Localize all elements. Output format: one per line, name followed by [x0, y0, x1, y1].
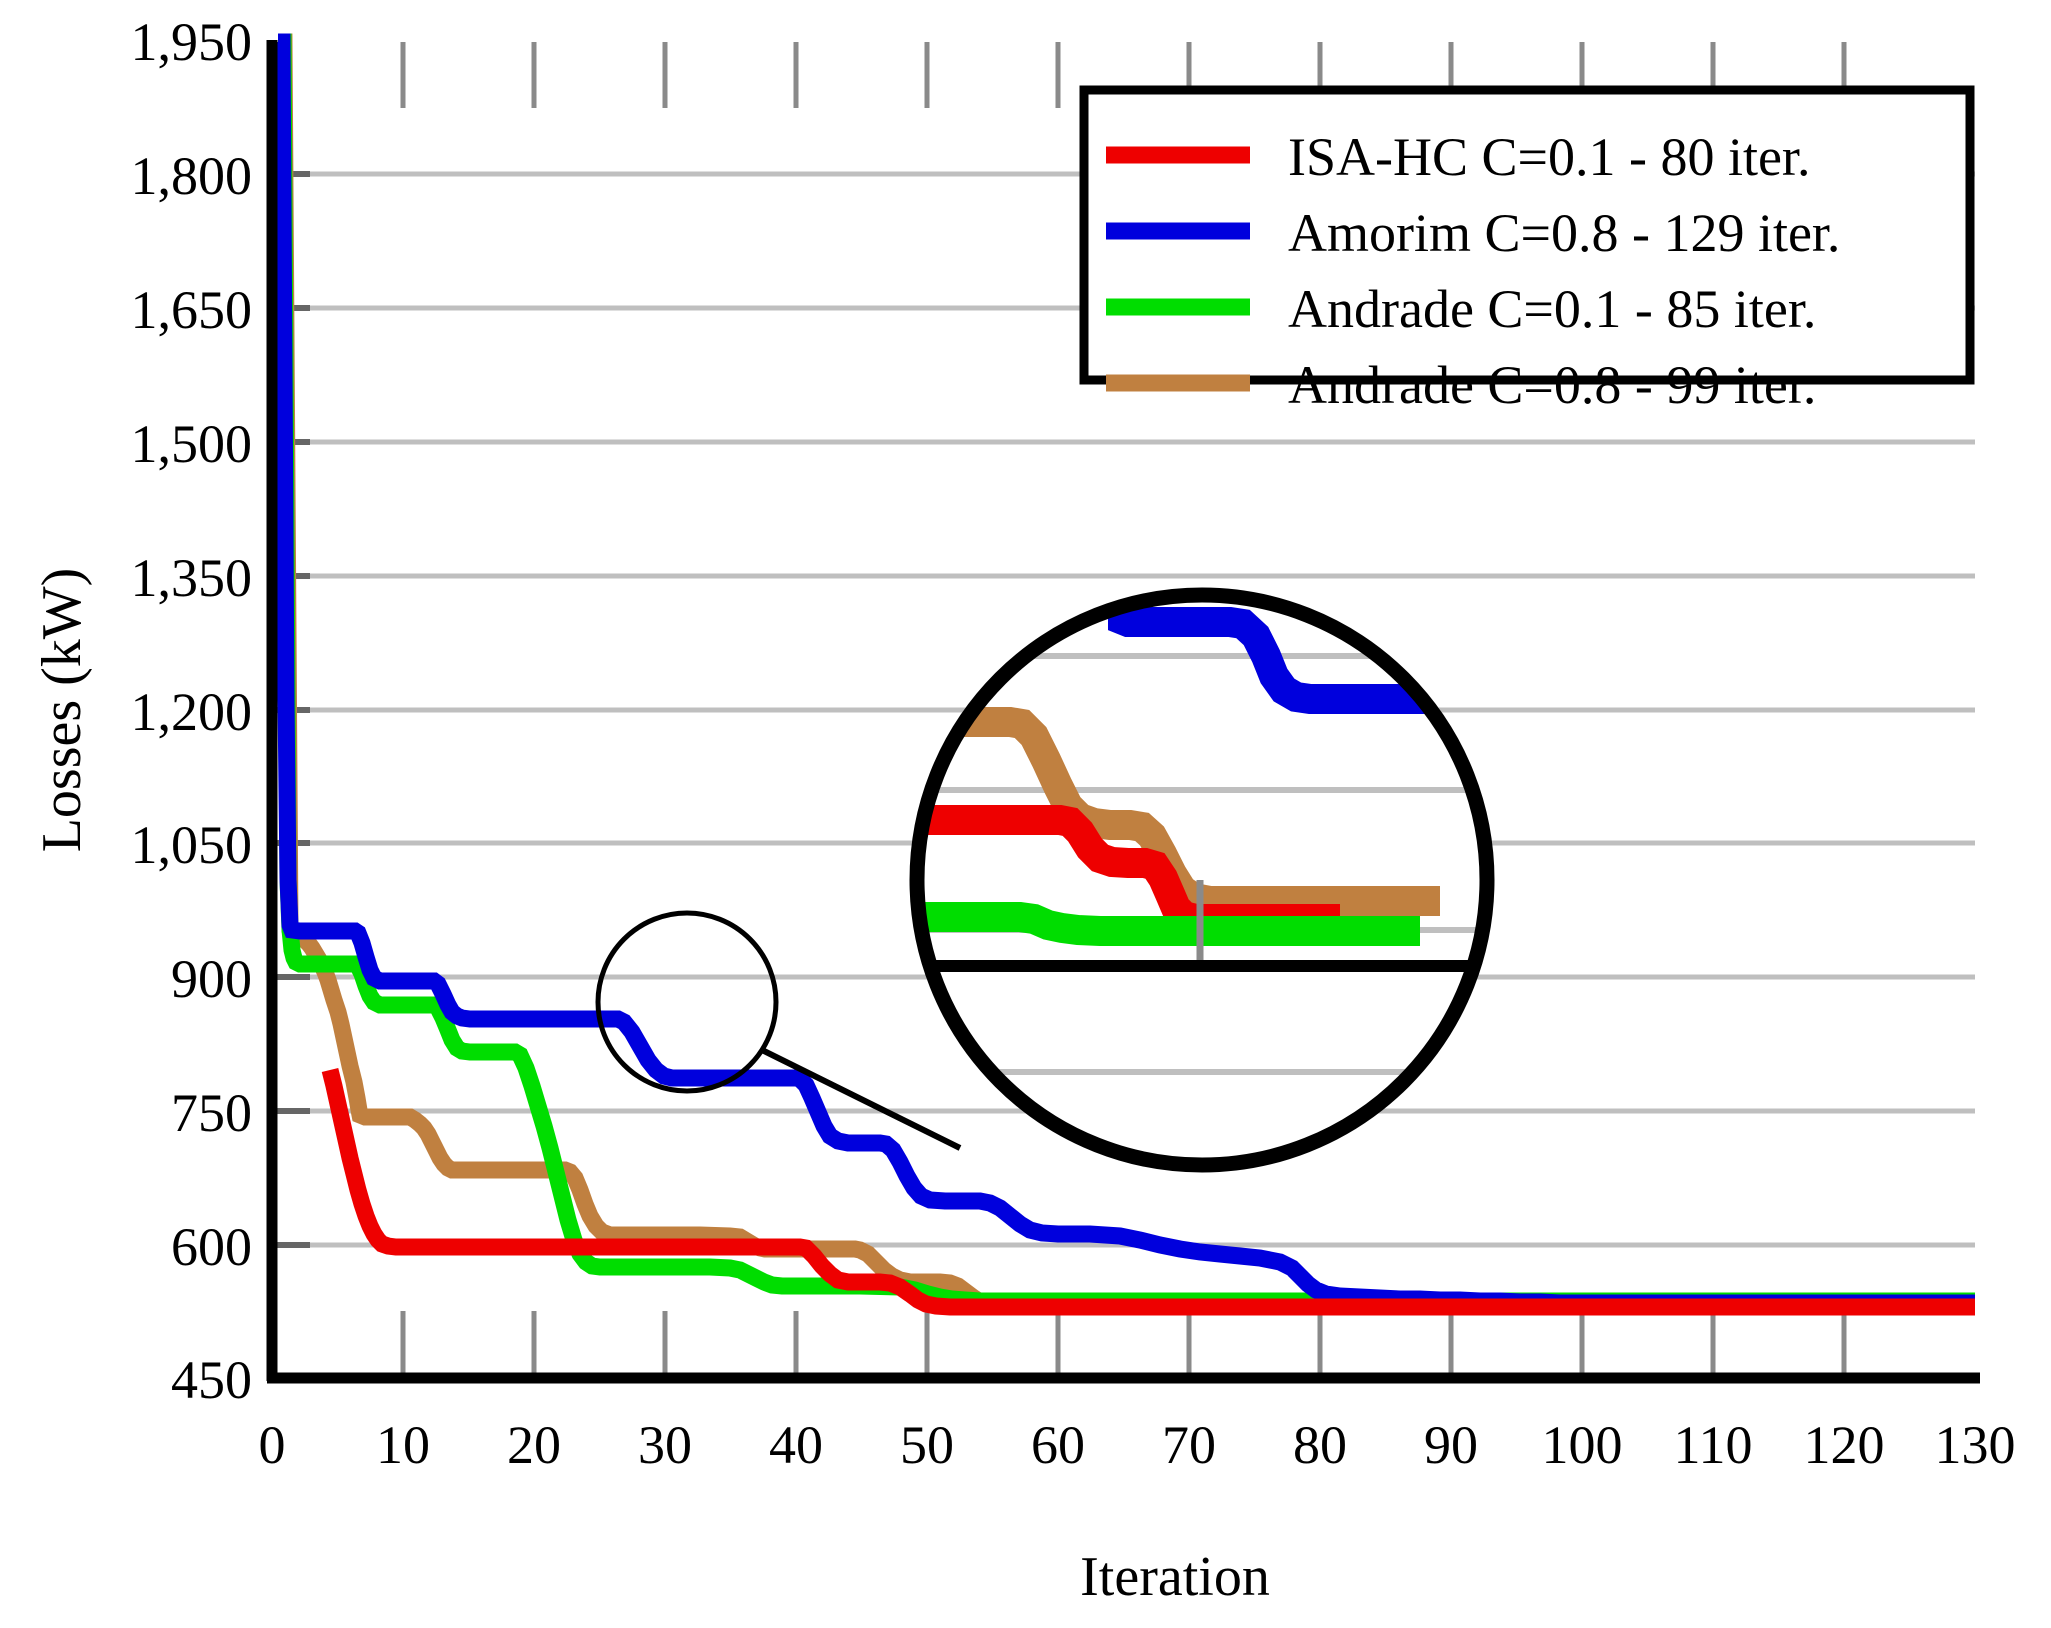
y-tick-label-750: 750 — [171, 1083, 252, 1143]
x-tick-label-40: 40 — [769, 1415, 823, 1475]
x-tick-label-70: 70 — [1162, 1415, 1216, 1475]
x-tick-label-10: 10 — [376, 1415, 430, 1475]
inset-line-amorim-c08 — [1108, 600, 1470, 714]
magnifier-connector-line — [760, 1047, 962, 1151]
y-tick-label-1500: 1,500 — [131, 414, 253, 474]
y-tick-label-900: 900 — [171, 949, 252, 1009]
y-tick-label-1650: 1,650 — [131, 280, 253, 340]
x-tick-marks — [400, 1311, 1847, 1378]
legend-label-1: Amorim C=0.8 - 129 iter. — [1288, 203, 1840, 263]
y-axis-title: Losses (kW) — [31, 568, 93, 853]
y-axis-tick-labels: 1,950 1,800 1,650 1,500 1,350 1,200 1,05… — [131, 12, 253, 1410]
x-tick-label-30: 30 — [638, 1415, 692, 1475]
x-axis-tick-labels: 0 10 20 30 40 50 60 70 80 90 100 110 120… — [259, 1415, 2016, 1475]
magnifier-lens-ring — [909, 587, 1495, 1173]
x-tick-label-20: 20 — [507, 1415, 561, 1475]
y-tick-label-450: 450 — [171, 1350, 252, 1410]
legend: ISA-HC C=0.1 - 80 iter. Amorim C=0.8 - 1… — [1079, 85, 1975, 415]
series-line-andrade-c08 — [275, 33, 1975, 1314]
inset-line-andrade-c08 — [917, 707, 1440, 916]
series-line-isa-hc — [321, 1067, 1975, 1316]
series-lines — [273, 33, 1975, 1316]
inset-line-andrade-c01 — [917, 902, 1420, 946]
series-line-andrade-c01 — [274, 33, 1975, 1310]
y-tick-label-1350: 1,350 — [131, 548, 253, 608]
x-tick-label-80: 80 — [1293, 1415, 1347, 1475]
y-tick-label-1800: 1,800 — [131, 146, 253, 206]
y-tick-label-1050: 1,050 — [131, 815, 253, 875]
x-tick-label-60: 60 — [1031, 1415, 1085, 1475]
x-tick-label-0: 0 — [259, 1415, 286, 1475]
x-tick-label-50: 50 — [900, 1415, 954, 1475]
legend-item-0[interactable]: ISA-HC C=0.1 - 80 iter. — [1106, 127, 1810, 187]
x-tick-label-120: 120 — [1804, 1415, 1885, 1475]
x-tick-label-130: 130 — [1935, 1415, 2016, 1475]
legend-item-1[interactable]: Amorim C=0.8 - 129 iter. — [1106, 203, 1840, 263]
x-axis-title: Iteration — [1080, 1546, 1270, 1608]
legend-item-3[interactable]: Andrade C=0.8 - 99 iter. — [1106, 355, 1816, 415]
y-tick-label-1200: 1,200 — [131, 682, 253, 742]
legend-label-3: Andrade C=0.8 - 99 iter. — [1288, 355, 1816, 415]
y-tick-label-1950: 1,950 — [131, 12, 253, 72]
magnifier-inset — [909, 587, 1495, 1173]
legend-label-0: ISA-HC C=0.1 - 80 iter. — [1288, 127, 1810, 187]
x-tick-label-90: 90 — [1424, 1415, 1478, 1475]
legend-item-2[interactable]: Andrade C=0.1 - 85 iter. — [1106, 279, 1816, 339]
legend-label-2: Andrade C=0.1 - 85 iter. — [1288, 279, 1816, 339]
x-tick-label-100: 100 — [1542, 1415, 1623, 1475]
detail-source-circle — [595, 910, 779, 1094]
axis-lines — [266, 40, 1980, 1384]
x-tick-label-110: 110 — [1674, 1415, 1753, 1475]
y-tick-label-600: 600 — [171, 1217, 252, 1277]
